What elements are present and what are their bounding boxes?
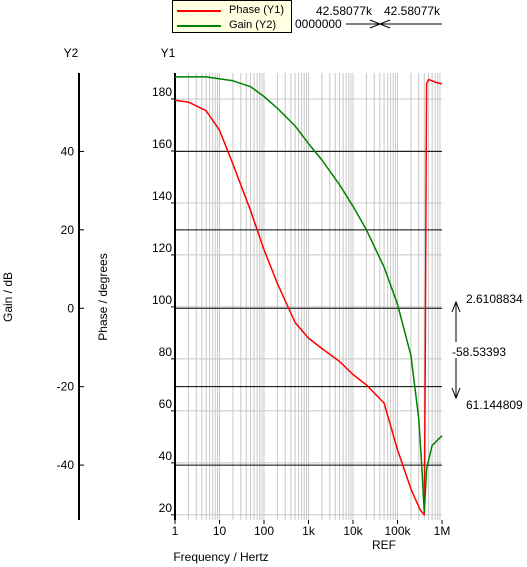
y1-tick-label: 180 xyxy=(152,85,172,99)
x-tick-label: 1 xyxy=(172,524,179,538)
y1-tick-label: 160 xyxy=(152,137,172,151)
legend-label-phase: Phase (Y1) xyxy=(229,4,285,16)
legend-swatch-phase xyxy=(177,10,221,12)
gain-series-line xyxy=(175,76,443,513)
grid xyxy=(174,73,442,520)
y2-axis-label: Gain / dB xyxy=(1,272,15,322)
legend-item-gain: Gain (Y2) xyxy=(177,18,291,32)
x-tick-label: 100k xyxy=(384,524,411,538)
legend-swatch-gain xyxy=(177,25,221,27)
y1-tick-label: 80 xyxy=(159,345,173,359)
cursor-offset-value: 0000000 xyxy=(295,17,342,31)
legend-item-phase: Phase (Y1) xyxy=(177,3,291,17)
legend: Phase (Y1) Gain (Y2) xyxy=(172,0,292,33)
axes xyxy=(78,73,176,520)
y1-axis-name: Y1 xyxy=(161,46,176,60)
y2-tick-label: 40 xyxy=(61,144,75,158)
x-tick-label: 1k xyxy=(302,524,316,538)
delta-top-value: 2.6108834 xyxy=(466,292,523,306)
delta-bottom-value: 61.144809 xyxy=(466,398,523,412)
ref-marker-label: REF xyxy=(372,538,396,552)
legend-label-gain: Gain (Y2) xyxy=(229,19,277,31)
x-tick-label: 1M xyxy=(434,524,451,538)
y2-tick-label: -20 xyxy=(57,380,75,394)
y1-tick-label: 60 xyxy=(159,397,173,411)
x-axis-label: Frequency / Hertz xyxy=(173,550,268,564)
delta-mid-value: -58.53393 xyxy=(452,345,506,359)
y1-tick-label: 140 xyxy=(152,189,172,203)
phase-series-line xyxy=(174,78,443,516)
y1-tick-label: 120 xyxy=(152,241,172,255)
y2-axis-name: Y2 xyxy=(64,46,79,60)
y1-tick-label: 40 xyxy=(159,449,173,463)
delta-arrows xyxy=(451,300,461,400)
y1-tick-label: 20 xyxy=(159,501,173,515)
x-tick-label: 10 xyxy=(213,524,227,538)
cursor-right-value: 42.58077k xyxy=(384,4,441,18)
x-tick-label: 10k xyxy=(343,524,363,538)
y2-tick-label: -40 xyxy=(57,458,75,472)
cursor-left-value: 42.58077k xyxy=(316,4,373,18)
y2-tick-label: 20 xyxy=(61,223,75,237)
y2-tick-label: 0 xyxy=(67,301,74,315)
x-tick-label: 100 xyxy=(254,524,274,538)
y1-tick-label: 100 xyxy=(152,293,172,307)
y1-axis-label: Phase / degrees xyxy=(96,253,110,340)
cursor-span-arrows xyxy=(346,19,442,29)
tick-labels: 20 40 60 80 100 120 140 160 180 40 20 0 -20 -40 1 10 100… xyxy=(57,85,451,538)
series xyxy=(174,76,443,516)
